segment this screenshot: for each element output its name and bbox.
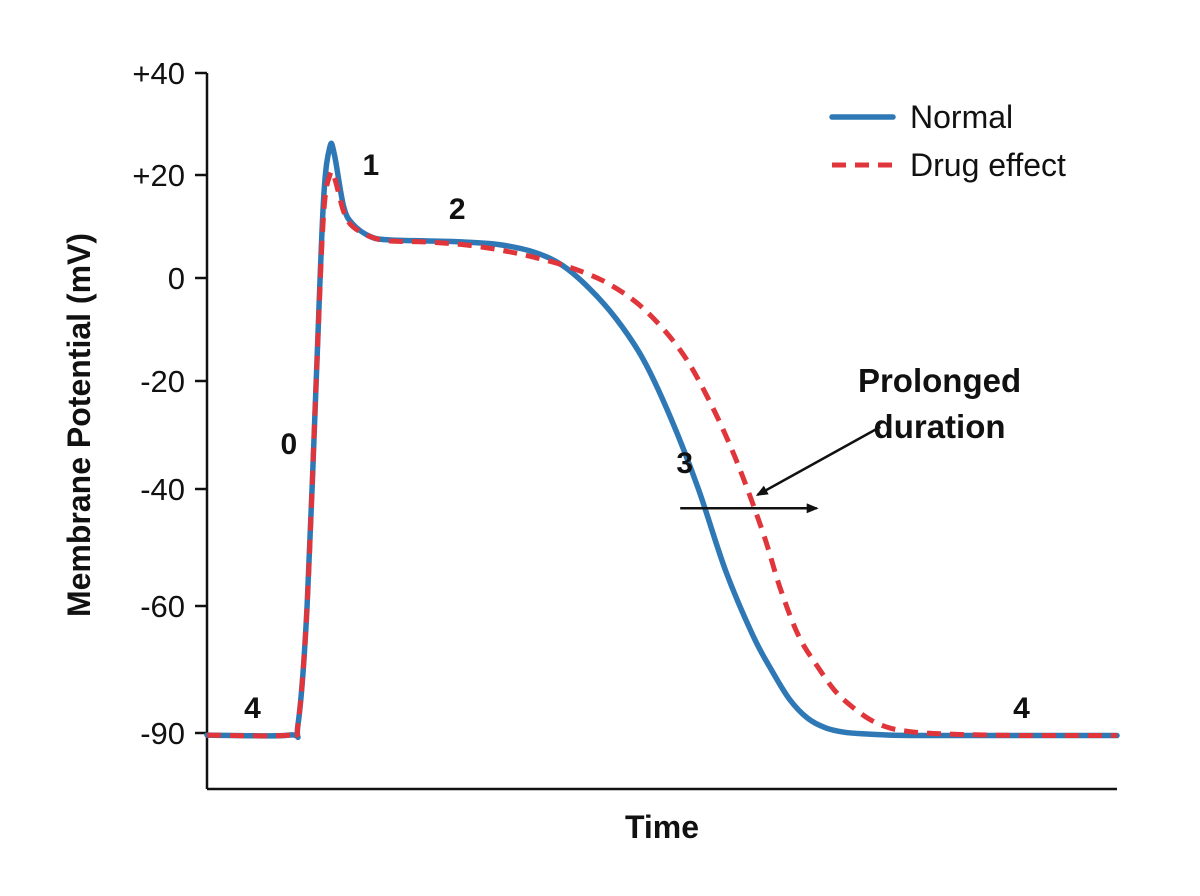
phase-label-1: 1 [362,149,379,182]
y-tick-label: +20 [132,158,185,193]
y-ticks: +40 +20 0 -20 -40 -60 -90 [132,56,207,751]
phase-label-4: 4 [244,692,261,725]
phase-label-0: 0 [281,428,298,461]
phase-label-2: 2 [449,193,466,226]
annotation-text-line2: duration [874,408,1006,445]
phase-label-3: 3 [676,447,693,480]
legend: Normal Drug effect [829,99,1066,183]
y-tick-label: +40 [132,56,185,91]
y-tick-label: 0 [168,261,185,296]
legend-normal-label: Normal [910,99,1013,135]
normal-series-line [204,140,1120,741]
phase-label-4: 4 [1013,692,1030,725]
annotation-text-line1: Prolonged [858,362,1021,399]
x-axis-title: Time [625,809,699,845]
y-axis-title: Membrane Potential (mV) [61,233,97,617]
y-tick-label: -40 [140,472,185,507]
y-tick-label: -60 [140,589,185,624]
legend-drug-effect-label: Drug effect [910,147,1066,183]
y-tick-label: -90 [140,716,185,751]
phase-labels: 0 1 2 3 4 4 [244,149,1030,725]
prolonged-duration-annotation: Prolonged duration [680,362,1021,514]
annotation-diagonal-arrow [755,425,882,496]
drug-effect-series-line [206,168,1118,740]
axes [205,73,1117,791]
y-tick-label: -20 [140,364,185,399]
